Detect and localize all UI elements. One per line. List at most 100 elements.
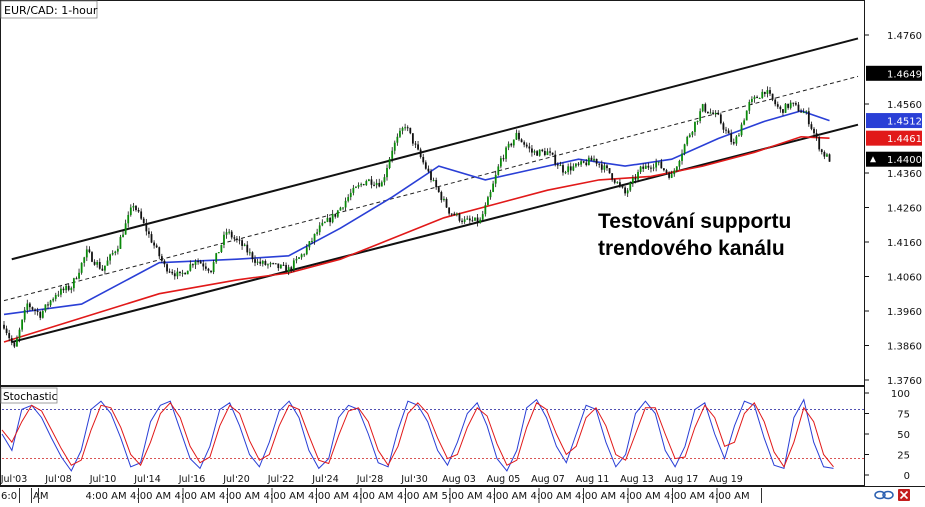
candle-body	[163, 260, 166, 265]
candle-body	[691, 131, 694, 135]
candle-body	[440, 192, 443, 201]
candle-body	[450, 213, 453, 215]
candle-body	[769, 90, 771, 94]
candle-body	[261, 261, 264, 264]
candle-body	[98, 262, 101, 269]
candle-body	[525, 144, 528, 147]
candle-body	[171, 271, 174, 274]
candle-body	[818, 137, 821, 150]
candle-body	[23, 309, 26, 320]
candle-body	[512, 139, 515, 146]
candle-body	[593, 158, 595, 161]
candle-body	[264, 261, 267, 265]
price-label-text: 1.4649	[887, 69, 922, 80]
candle-body	[109, 254, 112, 261]
candle-body	[546, 151, 549, 156]
candle-body	[538, 149, 541, 156]
date-axis-ticks: Jul 03 Jul 08 Jul 10 Jul 14 Jul 16 Jul 20 Jul …	[0, 474, 925, 487]
candle-body	[65, 285, 68, 291]
candle-body	[585, 162, 588, 166]
candle-body	[505, 147, 507, 159]
candle-body	[474, 217, 476, 221]
candle-body	[181, 272, 184, 274]
candle-body	[663, 168, 665, 171]
candle-body	[404, 127, 407, 129]
candle-body	[160, 256, 163, 261]
candle-body	[313, 233, 316, 241]
candle-body	[543, 151, 546, 156]
time-tick-label: 5:00 AM	[442, 491, 483, 502]
candle-body	[215, 253, 218, 263]
stochastic-title: Stochastic	[3, 391, 58, 403]
candle-body	[810, 124, 813, 129]
candle-body	[10, 338, 13, 343]
candle-body	[608, 168, 611, 174]
candle-body	[31, 307, 34, 310]
candle-body	[815, 133, 818, 138]
time-tick-label: 4:00 AM	[264, 491, 305, 502]
candle-body	[510, 143, 513, 146]
candle-body	[233, 237, 236, 239]
candle-body	[520, 139, 523, 143]
close-icon[interactable]	[898, 489, 910, 501]
link-icon[interactable]	[874, 490, 894, 500]
candle-body	[349, 192, 352, 198]
candle-body	[582, 161, 585, 163]
moving-averages	[3, 110, 830, 343]
candle-body	[738, 135, 740, 137]
candle-body	[774, 99, 777, 105]
candle-body	[419, 149, 422, 158]
candle-body	[823, 152, 826, 157]
candle-body	[430, 171, 432, 181]
candle-body	[256, 261, 259, 263]
candle-body	[678, 160, 681, 167]
candle-body	[709, 112, 712, 114]
candle-body	[243, 244, 246, 246]
price-label-box	[866, 65, 922, 81]
time-axis-ticks: 6:0 AM 4:00 AM 4:00 AM 4:00 AM 4:00 AM 4:00 AM…	[0, 488, 925, 503]
price-tick-label: 1.4060	[887, 273, 922, 284]
fast-moving-average-line	[3, 110, 830, 316]
candle-body	[771, 93, 774, 100]
candle-body	[657, 161, 660, 163]
candle-body	[202, 263, 205, 267]
candle-body	[712, 112, 714, 115]
candle-body	[556, 164, 559, 166]
candle-body	[499, 158, 502, 167]
price-tick-label: 1.4160	[887, 238, 922, 249]
candle-body	[411, 133, 414, 144]
candle-body	[626, 190, 629, 194]
candle-body	[101, 268, 104, 271]
candle-body	[3, 324, 5, 329]
candle-body	[326, 217, 329, 222]
candle-body	[782, 109, 784, 113]
candle-body	[318, 225, 321, 233]
candle-body	[305, 247, 308, 255]
candle-body	[132, 205, 135, 208]
candle-body	[802, 112, 805, 114]
candle-body	[551, 152, 554, 155]
candle-body	[461, 220, 463, 222]
price-tick-label: 1.3960	[887, 307, 922, 318]
candle-body	[57, 294, 60, 296]
candle-body	[554, 154, 557, 165]
candle-body	[735, 136, 738, 144]
candle-body	[631, 178, 634, 183]
candle-body	[223, 234, 225, 245]
candle-body	[158, 247, 161, 257]
candle-body	[484, 205, 487, 215]
candle-body	[290, 267, 293, 270]
stochastic-tick-label: 100	[891, 389, 910, 400]
candle-body	[96, 262, 99, 265]
price-tick-label: 1.3760	[887, 376, 922, 387]
candle-body	[606, 165, 608, 169]
candle-body	[352, 187, 355, 193]
candle-body	[251, 252, 254, 260]
stochastic-tick-label: 75	[897, 410, 910, 421]
candle-body	[142, 218, 145, 224]
candle-body	[228, 231, 231, 233]
candle-body	[106, 260, 109, 266]
candle-body	[569, 166, 572, 171]
candle-body	[487, 197, 489, 206]
candle-body	[367, 179, 370, 182]
